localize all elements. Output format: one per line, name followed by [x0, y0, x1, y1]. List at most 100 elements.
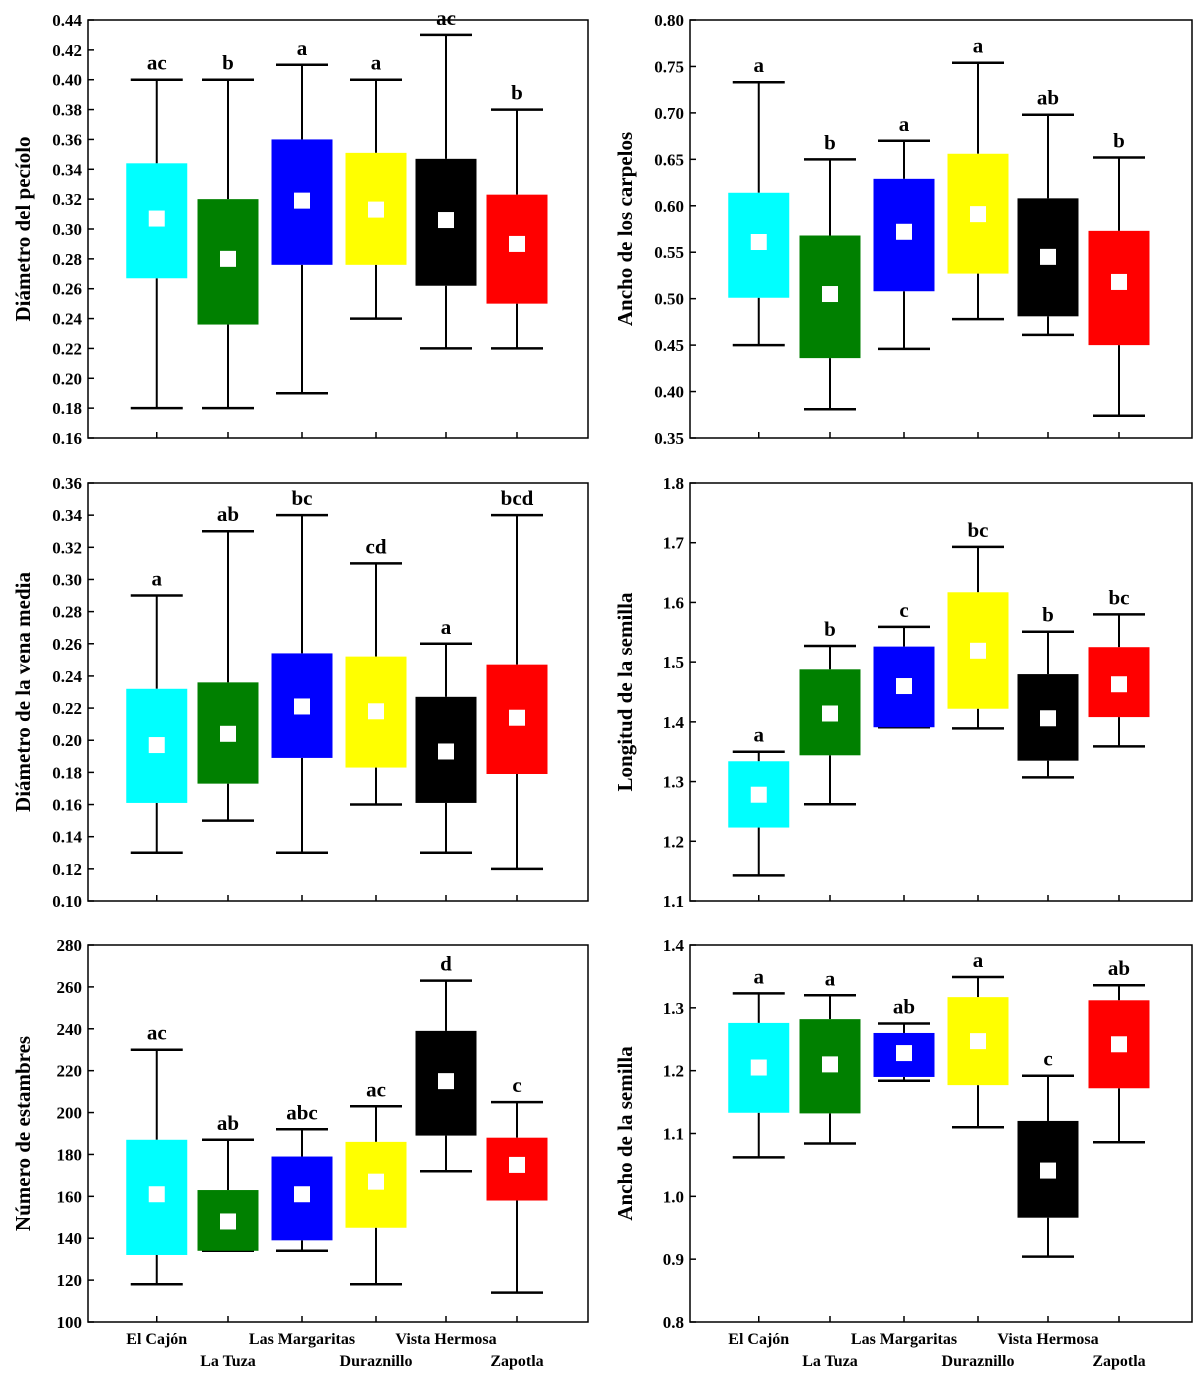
plot-frame — [87, 482, 589, 902]
median-marker — [294, 1186, 310, 1203]
median-marker — [1040, 710, 1056, 727]
box-3: a — [873, 112, 935, 438]
box-3: a — [271, 36, 333, 438]
significance-letter: b — [824, 617, 836, 641]
median-marker — [1040, 1162, 1056, 1179]
y-tick-label: 0.35 — [654, 429, 684, 448]
box-4: a — [947, 948, 1009, 1322]
y-axis-label: Diámetro de la vena media — [11, 572, 35, 812]
y-tick-label: 1.2 — [663, 1062, 684, 1081]
significance-letter: ac — [147, 1021, 167, 1045]
y-tick-label: 0.18 — [52, 399, 82, 418]
y-tick-label: 0.30 — [52, 220, 82, 239]
y-tick-label: 0.45 — [654, 336, 684, 355]
median-marker — [509, 235, 525, 252]
y-tick-label: 0.40 — [654, 383, 684, 402]
significance-letter: a — [825, 966, 836, 990]
median-marker — [896, 223, 912, 240]
significance-letter: bc — [1109, 585, 1130, 609]
median-marker — [438, 212, 454, 229]
box-6: bc — [1088, 585, 1150, 901]
y-tick-label: 0.70 — [654, 104, 684, 123]
significance-letter: b — [511, 81, 523, 105]
box-4: ac — [345, 1077, 407, 1322]
y-axis-label: Diámetro del pecíolo — [11, 136, 35, 321]
significance-letter: abc — [286, 1100, 318, 1124]
y-tick-label: 0.28 — [52, 603, 82, 622]
median-marker — [1111, 273, 1127, 290]
y-tick-label: 1.3 — [663, 999, 684, 1018]
box-3: bc — [271, 486, 333, 901]
significance-letter: ab — [217, 502, 239, 526]
significance-letter: a — [297, 36, 308, 60]
category-label: Vista Hermosa — [395, 1331, 496, 1348]
median-marker — [822, 286, 838, 303]
box-5: a — [415, 615, 477, 901]
y-tick-label: 0.20 — [52, 731, 82, 750]
box-4: a — [947, 34, 1009, 438]
significance-letter: ac — [366, 1077, 386, 1101]
y-tick-label: 0.36 — [52, 130, 82, 149]
y-tick-label: 160 — [57, 1187, 83, 1206]
box-1: a — [126, 567, 188, 901]
median-marker — [148, 737, 165, 754]
significance-letter: ac — [436, 6, 456, 30]
significance-letter: a — [441, 615, 452, 639]
box-1: ac — [126, 1021, 188, 1322]
box-2: ab — [197, 1111, 259, 1322]
box-2: b — [799, 617, 861, 901]
median-marker — [438, 1073, 454, 1090]
y-tick-label: 100 — [57, 1313, 83, 1332]
chart-panel-2: 0.35 0.40 0.45 0.50 0.55 0.60 0.65 0.70 0.75 0.80… — [613, 11, 1193, 448]
y-tick-label: 0.80 — [654, 11, 684, 30]
y-tick-label: 1.8 — [663, 474, 684, 493]
significance-letter: a — [371, 51, 382, 75]
median-marker — [1111, 1036, 1127, 1053]
y-tick-label: 0.32 — [52, 190, 82, 209]
significance-letter: a — [754, 53, 765, 77]
y-tick-label: 1.7 — [663, 534, 685, 553]
box-2: ab — [197, 502, 259, 901]
y-tick-label: 0.30 — [52, 570, 82, 589]
box-5: c — [1017, 1047, 1079, 1322]
significance-letter: ab — [217, 1111, 239, 1135]
y-tick-label: 0.12 — [52, 860, 82, 879]
y-tick-label: 280 — [57, 936, 83, 955]
box-5: d — [415, 952, 477, 1322]
significance-letter: ac — [147, 51, 167, 75]
y-tick-label: 1.4 — [663, 936, 685, 955]
y-tick-label: 0.24 — [52, 667, 82, 686]
significance-letter: a — [973, 948, 984, 972]
y-tick-label: 0.10 — [52, 892, 82, 911]
box-5: b — [1017, 603, 1079, 901]
median-marker — [970, 206, 986, 223]
category-label: El Cajón — [728, 1331, 789, 1348]
median-marker — [148, 210, 165, 227]
median-marker — [509, 709, 525, 726]
y-tick-label: 0.50 — [654, 290, 684, 309]
plot-frame — [689, 482, 1193, 902]
box-1: a — [728, 723, 790, 901]
box-2: b — [799, 130, 861, 438]
y-tick-label: 260 — [57, 978, 83, 997]
y-tick-label: 1.0 — [663, 1187, 684, 1206]
y-tick-label: 0.9 — [663, 1250, 684, 1269]
median-marker — [368, 1173, 384, 1190]
median-marker — [1111, 676, 1127, 693]
box-1: ac — [126, 51, 188, 438]
y-tick-label: 0.16 — [52, 429, 82, 448]
plot-frame — [87, 944, 589, 1323]
box-6: b — [1088, 128, 1150, 438]
significance-letter: b — [1113, 128, 1125, 152]
box-3: c — [873, 598, 935, 901]
significance-letter: c — [512, 1073, 521, 1097]
median-marker — [970, 642, 986, 659]
significance-letter: c — [899, 598, 908, 622]
y-tick-label: 0.36 — [52, 474, 82, 493]
significance-letter: a — [973, 34, 984, 58]
significance-letter: d — [440, 952, 452, 976]
box-3: abc — [271, 1100, 333, 1322]
y-tick-label: 0.55 — [654, 243, 684, 262]
median-marker — [220, 1213, 236, 1230]
